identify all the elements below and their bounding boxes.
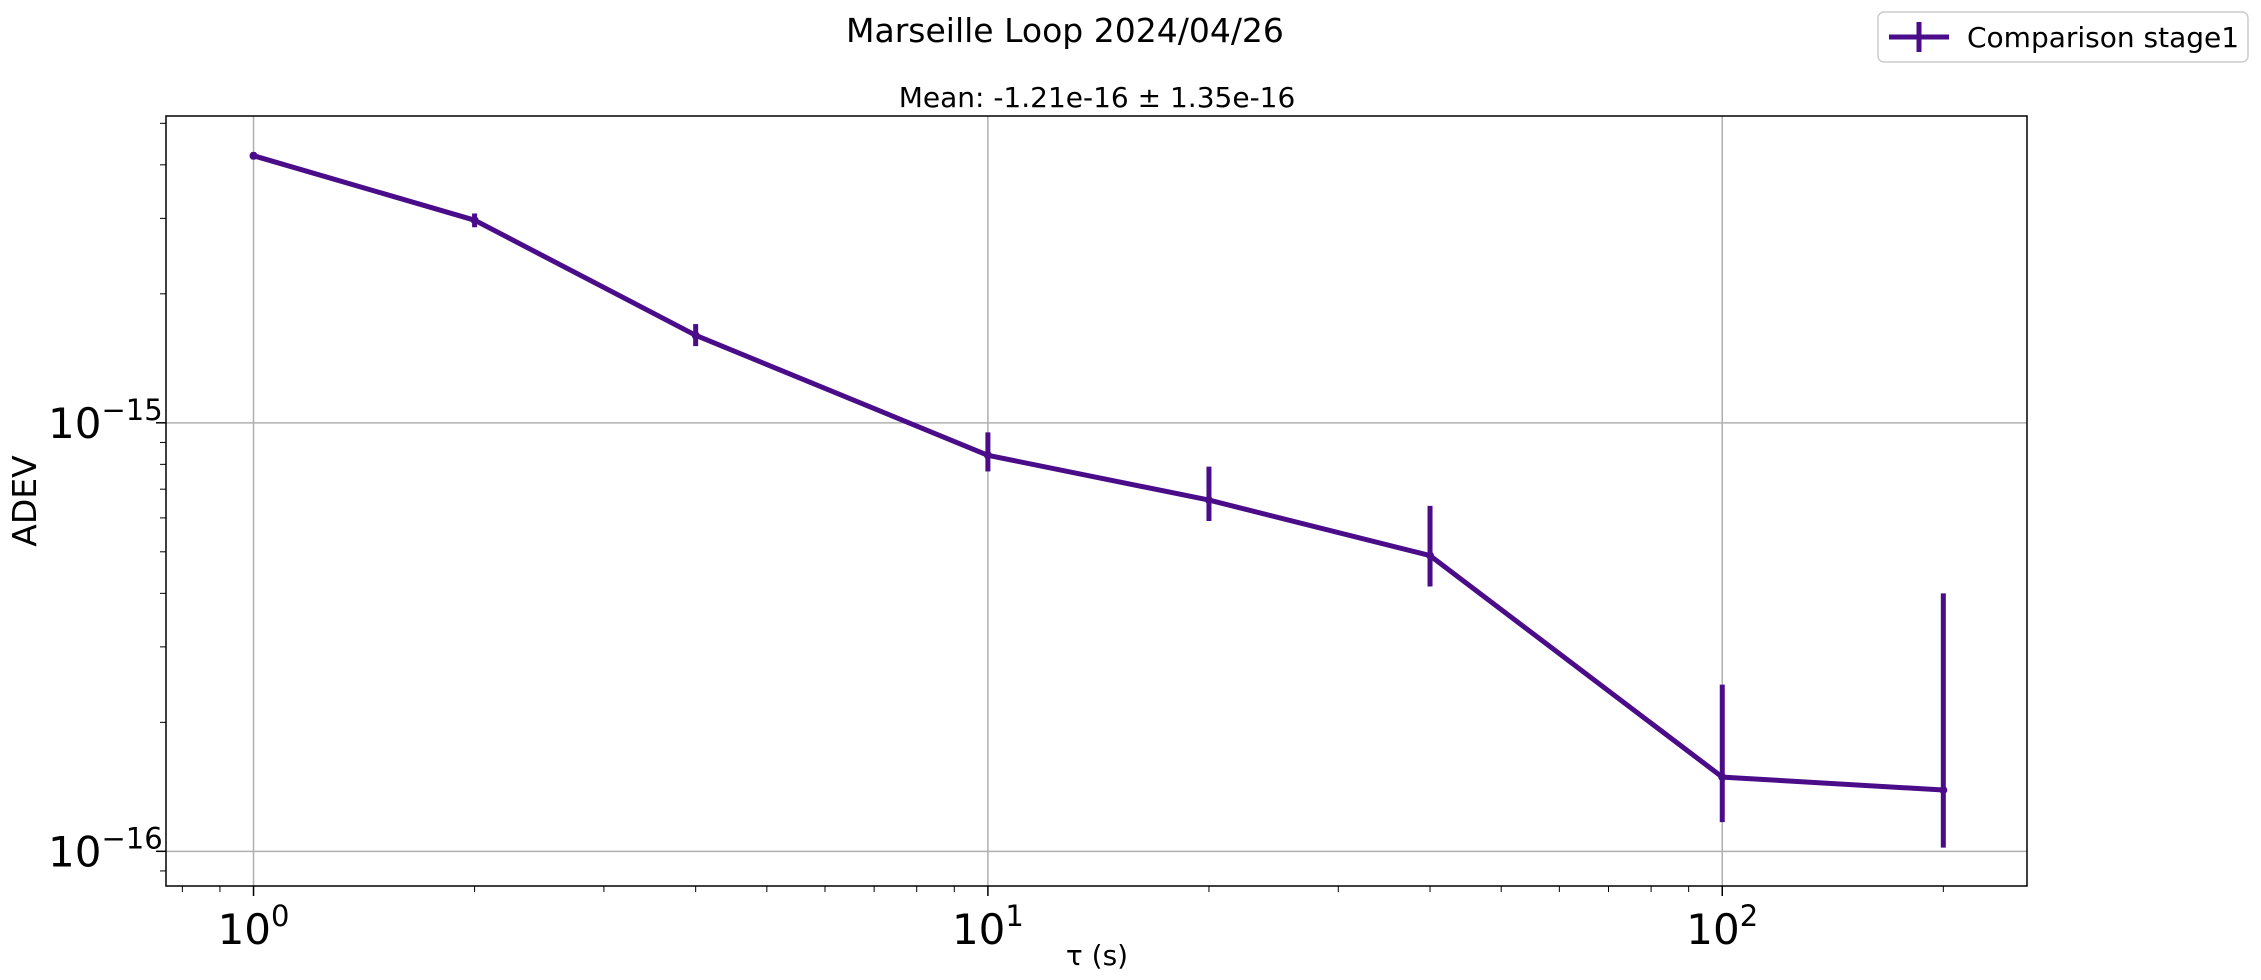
data-point xyxy=(249,151,258,160)
data-point xyxy=(691,331,700,340)
series-line xyxy=(252,153,1944,793)
legend-label: Comparison stage1 xyxy=(1967,21,2239,54)
grid-lines xyxy=(166,116,2027,886)
data-point xyxy=(1426,551,1435,560)
y-tick-label: 10−16 xyxy=(48,821,163,876)
y-tick-labels: 10−16 10−15 xyxy=(48,393,163,877)
x-tick-label: 101 xyxy=(952,899,1024,954)
data-point xyxy=(1939,786,1948,795)
x-tick-label: 102 xyxy=(1686,899,1758,954)
y-axis-label: ADEV xyxy=(5,455,44,547)
chart-subtitle: Mean: -1.21e-16 ± 1.35e-16 xyxy=(899,81,1296,114)
figure-title: Marseille Loop 2024/04/26 xyxy=(846,11,1284,50)
x-tick-labels: 100 101 102 xyxy=(218,899,1759,954)
y-tick-label: 10−15 xyxy=(48,393,163,448)
data-point xyxy=(470,216,479,225)
data-point xyxy=(1718,773,1727,782)
minor-ticks xyxy=(160,122,1944,892)
x-axis-label: τ (s) xyxy=(1066,939,1128,972)
legend-box xyxy=(1877,11,2249,63)
legend[interactable]: Comparison stage1 xyxy=(1877,11,2249,63)
data-point xyxy=(983,451,992,460)
series-layer xyxy=(249,151,1948,848)
data-point xyxy=(1204,496,1213,505)
plot-frame xyxy=(165,115,2028,887)
major-ticks xyxy=(156,422,1724,896)
x-tick-label: 100 xyxy=(218,899,290,954)
